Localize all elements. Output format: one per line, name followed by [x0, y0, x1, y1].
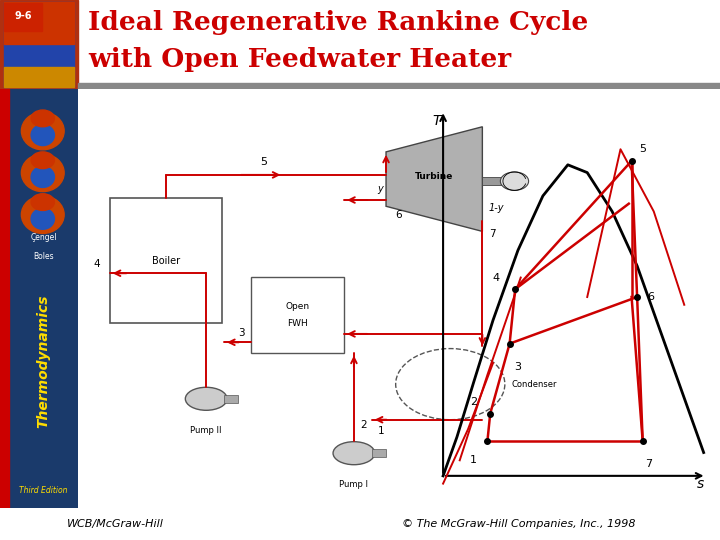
Ellipse shape [31, 125, 55, 146]
Text: 2: 2 [470, 397, 477, 407]
Text: 7: 7 [644, 459, 652, 469]
Polygon shape [386, 127, 482, 231]
Ellipse shape [31, 110, 55, 127]
Text: Third Edition: Third Edition [19, 487, 68, 495]
Text: Open: Open [286, 302, 310, 311]
Ellipse shape [31, 194, 55, 211]
Text: Boiler: Boiler [152, 255, 180, 266]
Text: 6: 6 [396, 211, 402, 220]
Text: Thermodynamics: Thermodynamics [37, 294, 50, 428]
Text: 9-6: 9-6 [14, 11, 32, 21]
Text: 7: 7 [489, 230, 495, 239]
Text: 5: 5 [639, 144, 646, 154]
Bar [251, 278, 344, 353]
Ellipse shape [22, 112, 64, 150]
Text: 1-y: 1-y [489, 202, 504, 213]
Bar [224, 395, 238, 403]
Ellipse shape [31, 208, 55, 230]
Text: © The McGraw-Hill Companies, Inc., 1998: © The McGraw-Hill Companies, Inc., 1998 [402, 519, 635, 529]
Bar [0, 0, 78, 89]
Ellipse shape [333, 442, 375, 465]
Text: Çengel: Çengel [30, 233, 57, 242]
Bar [4, 2, 74, 87]
Text: y: y [377, 184, 383, 194]
Text: 1: 1 [377, 426, 384, 436]
Ellipse shape [31, 166, 55, 187]
Text: FWH: FWH [287, 319, 308, 328]
Ellipse shape [22, 196, 64, 233]
Bar [372, 449, 386, 457]
Text: 4: 4 [492, 273, 499, 282]
Text: WCB/McGraw-Hill: WCB/McGraw-Hill [67, 519, 163, 529]
Text: Ideal Regenerative Rankine Cycle: Ideal Regenerative Rankine Cycle [88, 10, 588, 35]
Bar [4, 3, 42, 31]
Bar [110, 198, 222, 323]
Circle shape [396, 349, 505, 420]
Text: 2: 2 [360, 420, 367, 430]
Ellipse shape [22, 154, 64, 192]
Text: 5: 5 [261, 157, 268, 166]
Text: Boles: Boles [33, 252, 54, 261]
Text: with Open Feedwater Heater: with Open Feedwater Heater [88, 46, 511, 72]
Text: T: T [432, 114, 441, 129]
Circle shape [500, 172, 528, 191]
Bar [4, 2, 74, 44]
Text: 3: 3 [514, 362, 521, 372]
Text: 1: 1 [470, 455, 477, 465]
Text: Condenser: Condenser [511, 380, 557, 389]
Text: 4: 4 [94, 259, 100, 269]
Bar [4, 67, 74, 87]
Text: 3: 3 [238, 328, 245, 338]
Text: 6: 6 [647, 292, 654, 302]
Bar [0, 89, 9, 508]
Text: Turbine: Turbine [415, 172, 454, 181]
Bar [482, 177, 505, 185]
Text: s: s [696, 477, 703, 491]
Text: Pump I: Pump I [339, 481, 369, 489]
Bar [78, 83, 720, 89]
Ellipse shape [31, 152, 55, 168]
Text: Pump II: Pump II [191, 426, 222, 435]
Ellipse shape [185, 387, 227, 410]
